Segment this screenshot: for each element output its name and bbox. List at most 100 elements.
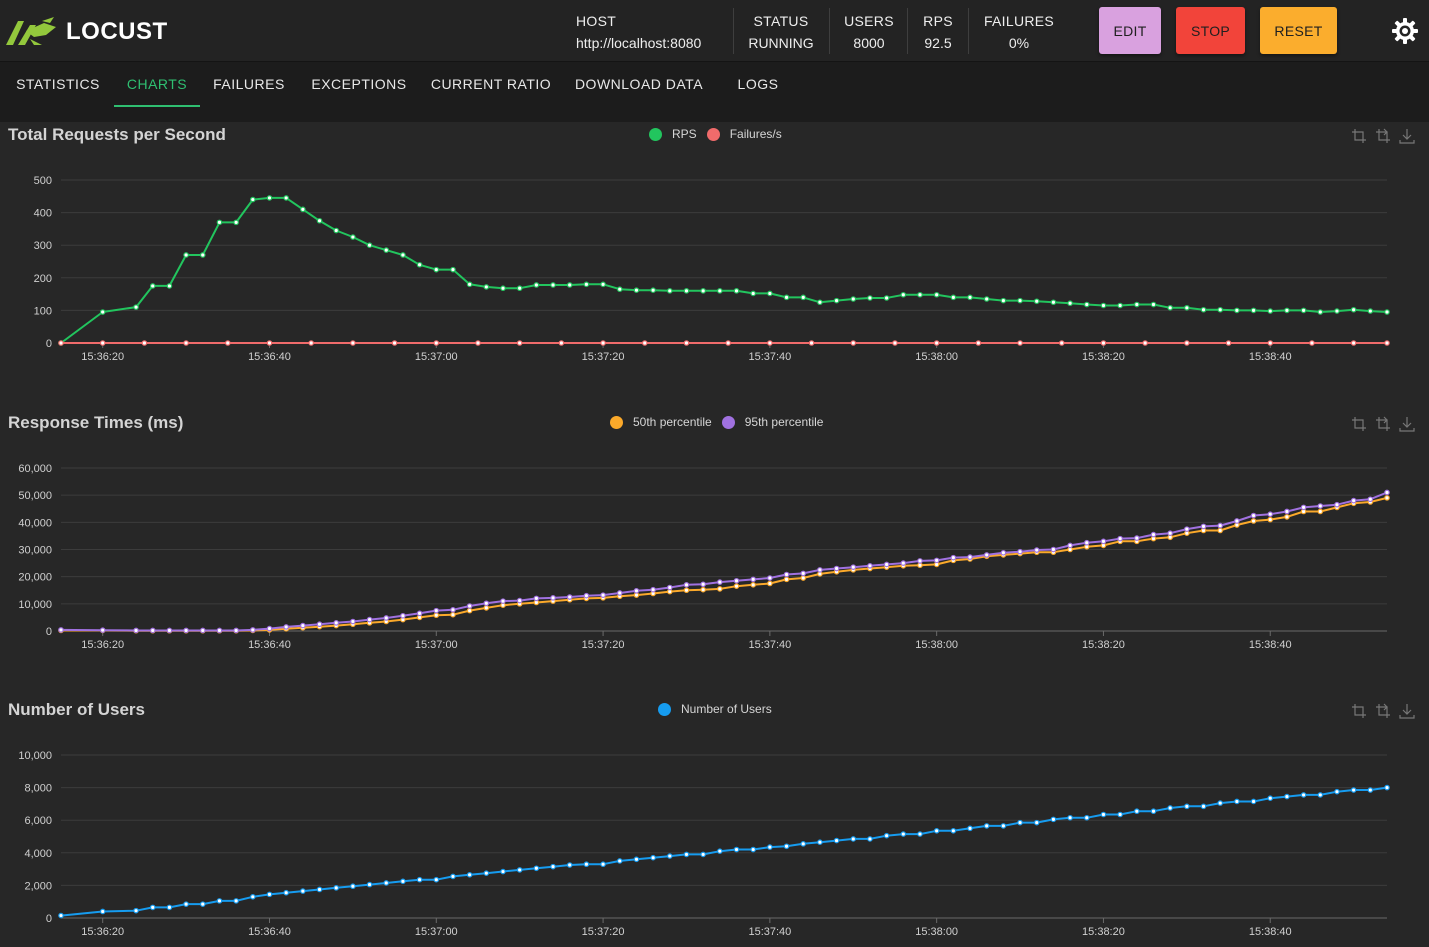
- tab-download-data[interactable]: DOWNLOAD DATA: [574, 76, 704, 92]
- stop-button[interactable]: STOP: [1176, 7, 1245, 54]
- zoom-icon[interactable]: [1351, 416, 1367, 432]
- data-point-number-of-users: [99, 908, 106, 915]
- data-point-50th-percentile: [483, 605, 490, 611]
- rps-chart: Total Requests per Second RPS Failures/s…: [0, 122, 1429, 410]
- data-point-number-of-users: [1234, 798, 1240, 805]
- data-point-50th-percentile: [450, 611, 456, 618]
- zoom-icon[interactable]: [1351, 128, 1367, 144]
- reset-button[interactable]: RESET: [1260, 7, 1337, 54]
- data-point-rps: [266, 195, 273, 201]
- chart-title: Total Requests per Second: [8, 125, 226, 144]
- brand-logo[interactable]: LOCUST: [4, 14, 168, 50]
- data-point-failures-s: [892, 340, 898, 346]
- data-point-number-of-users: [800, 841, 807, 847]
- data-point-failures-s: [1384, 340, 1390, 346]
- stat-status-value: RUNNING: [748, 35, 814, 51]
- y-tick-label: 0: [46, 626, 52, 638]
- data-point-rps: [300, 206, 306, 213]
- data-point-rps: [733, 288, 740, 294]
- legend-item-rps[interactable]: RPS: [649, 127, 697, 141]
- data-point-rps: [1184, 304, 1190, 311]
- data-point-rps: [850, 296, 857, 302]
- data-point-number-of-users: [1250, 798, 1257, 805]
- data-point-95th-percentile: [1384, 489, 1390, 496]
- data-point-95th-percentile: [883, 561, 890, 568]
- data-point-rps: [1050, 299, 1057, 306]
- data-point-number-of-users: [466, 872, 473, 878]
- series-line-95th-percentile: [60, 491, 1388, 632]
- download-icon[interactable]: [1399, 416, 1415, 432]
- data-point-50th-percentile: [800, 575, 807, 581]
- gear-icon[interactable]: [1391, 17, 1419, 45]
- data-point-rps: [483, 284, 490, 290]
- data-point-failures-s: [183, 340, 189, 346]
- data-point-95th-percentile: [783, 571, 790, 578]
- tab-failures[interactable]: FAILURES: [213, 76, 285, 92]
- rps-plot[interactable]: 0 100 200 300 400 500 15:36:20 15:36:40 15:37:00…: [0, 122, 1429, 410]
- data-point-number-of-users: [366, 881, 373, 888]
- x-tick-label: 15:38:00: [915, 639, 958, 651]
- data-point-95th-percentile: [566, 594, 573, 600]
- chart-title: Number of Users: [8, 700, 145, 719]
- data-point-number-of-users: [717, 848, 723, 854]
- data-point-rps: [1033, 298, 1040, 305]
- data-point-rps: [1300, 307, 1307, 314]
- data-point-number-of-users: [1184, 803, 1190, 810]
- tab-logs[interactable]: LOGS: [737, 76, 779, 92]
- edit-button[interactable]: EDIT: [1099, 7, 1161, 54]
- legend-item-p50[interactable]: 50th percentile: [610, 415, 712, 429]
- x-tick-label: 15:36:40: [248, 351, 291, 363]
- data-point-number-of-users: [333, 885, 340, 891]
- users-plot[interactable]: 0 2,000 4,000 6,000 8,000 10,000 15:36:20 15:36…: [0, 697, 1429, 947]
- x-tick-label: 15:38:20: [1082, 926, 1125, 938]
- zoom-reset-icon[interactable]: [1375, 703, 1391, 719]
- data-point-rps: [366, 242, 373, 249]
- data-point-failures-s: [767, 340, 773, 346]
- tab-charts[interactable]: CHARTS: [126, 76, 188, 92]
- x-tick-label: 15:37:40: [748, 639, 791, 651]
- zoom-reset-icon[interactable]: [1375, 416, 1391, 432]
- data-point-number-of-users: [933, 827, 940, 834]
- data-point-number-of-users: [1117, 811, 1123, 818]
- zoom-icon[interactable]: [1351, 703, 1367, 719]
- data-point-failures-s: [1184, 340, 1190, 346]
- data-point-95th-percentile: [1000, 549, 1007, 556]
- zoom-reset-icon[interactable]: [1375, 128, 1391, 144]
- legend-item-failures[interactable]: Failures/s: [706, 127, 782, 141]
- x-tick-label: 15:37:20: [582, 351, 625, 363]
- data-point-failures-s: [266, 340, 273, 346]
- download-icon[interactable]: [1399, 128, 1415, 144]
- data-point-failures-s: [1058, 340, 1065, 346]
- data-point-number-of-users: [983, 823, 990, 829]
- data-point-rps: [1367, 308, 1374, 314]
- data-point-rps: [967, 294, 973, 301]
- data-point-rps: [767, 290, 773, 297]
- data-point-50th-percentile: [717, 586, 723, 592]
- chart-toolbox: [1343, 416, 1415, 432]
- y-tick-label: 10,000: [18, 599, 52, 611]
- data-point-50th-percentile: [1217, 527, 1224, 534]
- data-point-95th-percentile: [316, 621, 323, 628]
- download-icon[interactable]: [1399, 703, 1415, 719]
- y-tick-label: 50,000: [18, 490, 52, 502]
- tab-current-ratio[interactable]: CURRENT RATIO: [430, 76, 552, 92]
- data-point-95th-percentile: [466, 603, 473, 609]
- x-tick-label: 15:37:00: [415, 639, 458, 651]
- stat-divider: [907, 8, 908, 54]
- x-tick-label: 15:38:40: [1249, 926, 1292, 938]
- legend-item-p95[interactable]: 95th percentile: [721, 415, 823, 429]
- data-point-95th-percentile: [600, 592, 606, 598]
- x-tick-label: 15:36:40: [248, 639, 291, 651]
- data-point-50th-percentile: [433, 612, 440, 619]
- legend-item-users[interactable]: Number of Users: [658, 702, 772, 716]
- data-point-rps: [550, 282, 556, 288]
- tab-exceptions[interactable]: EXCEPTIONS: [311, 76, 407, 92]
- data-point-failures-s: [975, 340, 982, 346]
- response-times-plot[interactable]: 0 10,000 20,000 30,000 40,000 50,000 60,000 15:…: [0, 410, 1429, 698]
- tab-statistics[interactable]: STATISTICS: [16, 76, 100, 92]
- data-point-95th-percentile: [1100, 538, 1107, 545]
- data-point-rps: [900, 291, 907, 298]
- data-point-rps: [283, 195, 289, 201]
- data-point-number-of-users: [1083, 814, 1090, 821]
- data-point-rps: [533, 282, 540, 288]
